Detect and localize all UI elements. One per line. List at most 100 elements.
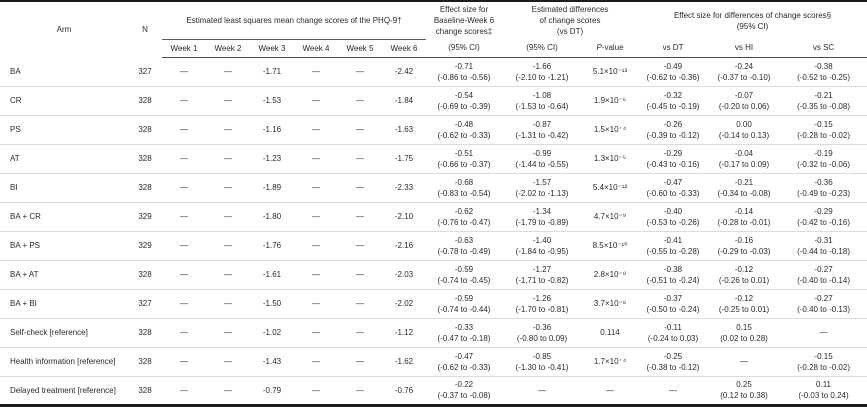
table-header: Arm N Estimated least squares mean chang…	[0, 1, 867, 58]
arm-label: BA + PS	[10, 241, 41, 250]
ci-value: (-0.34 to -0.08)	[717, 188, 771, 198]
cell-week-1: —	[162, 230, 206, 260]
week-value: -1.80	[262, 212, 282, 221]
value-ci-stack: -0.33 (-0.47 to -0.18)	[427, 322, 501, 344]
week-value: —	[180, 328, 188, 337]
week-value: -1.53	[262, 96, 282, 105]
difference-value: -1.40	[532, 235, 552, 245]
effect-value: -0.25	[663, 351, 683, 361]
cell-arm: CR	[0, 85, 128, 115]
p-value-text: 1.3×10⁻⁵	[593, 154, 627, 163]
cell-effect-baseline: -0.51 (-0.66 to -0.37)	[426, 143, 503, 173]
cell-n: 327	[128, 57, 162, 86]
ci-value: (-0.66 to -0.37)	[437, 159, 491, 169]
cell-week-4: —	[294, 230, 338, 260]
cell-arm: Health information [reference]	[0, 346, 128, 376]
cell-vs-dt: -0.26 (-0.39 to -0.12)	[638, 114, 709, 144]
value-ci-stack: -0.16 (-0.29 to -0.03)	[709, 235, 779, 257]
cell-arm: Delayed treatment [reference]	[0, 375, 128, 405]
cell-est-diff: -1.66 (-2.10 to -1.21)	[502, 57, 582, 86]
cell-week-2: —	[206, 57, 250, 86]
value-ci-stack: -0.32 (-0.45 to -0.19)	[639, 90, 707, 112]
cell-vs-hi: —	[708, 346, 781, 376]
ci-value: (0.12 to 0.38)	[720, 391, 768, 400]
week-value: —	[224, 385, 232, 395]
week-value: -2.10	[394, 212, 414, 221]
table-row: Delayed treatment [reference] 328 — — -0…	[0, 375, 867, 405]
value-ci-stack: -0.25 (-0.38 to -0.12)	[639, 351, 707, 373]
cell-week-2: —	[206, 346, 250, 376]
cell-p-value: 4.7×10⁻⁹	[582, 201, 639, 231]
week-value: —	[180, 212, 188, 221]
cell-week-2: —	[206, 172, 250, 202]
ci-value: (-0.51 to -0.24)	[646, 275, 700, 285]
value-ci-stack: -0.36 (-0.49 to -0.23)	[781, 177, 866, 199]
value-ci-stack: -0.24 (-0.37 to -0.10)	[709, 61, 779, 83]
col-header-arm: Arm	[56, 25, 72, 34]
col-group-estimated-differences: Estimated differences of change scores (…	[502, 1, 638, 39]
ci-value: (-2.02 to -1.13)	[515, 188, 569, 198]
week-value: —	[356, 125, 364, 134]
cell-vs-dt: -0.11 (-0.24 to 0.03)	[638, 317, 709, 347]
value-ci-stack: -0.99 (-1.44 to -0.55)	[503, 148, 581, 170]
cell-n: 328	[128, 114, 162, 144]
cell-week-5: —	[338, 85, 382, 115]
table-row: BA + BI 327 — — -1.50 — — -2.02 -0.59 (-…	[0, 288, 867, 318]
effect-value: -0.15	[814, 351, 833, 361]
week-value: —	[312, 328, 320, 337]
effect-value: -0.51	[454, 148, 474, 158]
cell-p-value: 3.7×10⁻⁸	[582, 288, 639, 318]
week-value: —	[180, 357, 188, 366]
cell-n: 328	[128, 85, 162, 115]
cell-effect-baseline: -0.54 (-0.69 to -0.39)	[426, 85, 503, 115]
week-value: -1.23	[262, 154, 282, 163]
cell-effect-baseline: -0.71 (-0.86 to -0.56)	[426, 57, 502, 86]
value-ci-stack: -1.34 (-1.79 to -0.89)	[503, 206, 581, 228]
difference-value: -1.57	[532, 177, 552, 187]
cell-week-6: -2.33	[382, 172, 427, 202]
week-value: -1.76	[262, 241, 282, 250]
cell-week-6: -2.42	[382, 57, 426, 86]
value-ci-stack: -0.38 (-0.52 to -0.25)	[781, 61, 866, 83]
cell-week-4: —	[294, 346, 338, 376]
header-line: (vs DT)	[556, 27, 584, 36]
week-value: —	[180, 299, 188, 308]
cell-week-1: —	[162, 57, 206, 86]
cell-vs-dt: -0.37 (-0.50 to -0.24)	[638, 288, 709, 318]
ci-value: (0.02 to 0.28)	[720, 333, 768, 343]
table-row: Self-check [reference] 328 — — -1.02 — —…	[0, 317, 867, 347]
cell-vs-sc: 0.11 (-0.03 to 0.24)	[780, 375, 867, 405]
cell-week-3: -1.80	[250, 201, 294, 231]
week-value: -1.63	[394, 125, 414, 134]
ci-value: (-0.80 to 0.09)	[516, 333, 568, 343]
value-ci-stack: -0.07 (-0.20 to 0.06)	[709, 90, 779, 112]
value-ci-stack: -0.22 (-0.37 to -0.08)	[427, 379, 501, 401]
arm-label: Health information [reference]	[10, 357, 116, 366]
week-value: —	[224, 357, 232, 366]
cell-n: 328	[128, 172, 162, 202]
value-ci-stack: -0.47 (-0.62 to -0.33)	[427, 351, 501, 373]
cell-p-value: 0.114	[582, 317, 639, 347]
week-value: -2.03	[394, 270, 414, 279]
value-ci-stack: 0.00 (-0.14 to 0.13)	[709, 119, 779, 141]
cell-p-value: 2.8×10⁻⁸	[582, 259, 639, 289]
value-ci-stack: —	[781, 327, 866, 338]
effect-value: 0.11	[816, 380, 832, 389]
week-value: —	[224, 96, 232, 105]
n-value: 327	[138, 66, 152, 76]
ci-value: (-0.62 to -0.36)	[646, 72, 700, 82]
cell-week-2: —	[206, 288, 250, 318]
cell-n: 327	[128, 288, 162, 318]
ci-value: (-1.44 to -0.55)	[515, 159, 569, 169]
arm-label: BI	[10, 183, 18, 192]
effect-value: -0.16	[734, 235, 754, 245]
week-value: —	[224, 299, 232, 308]
effect-value: 0.15	[736, 322, 752, 332]
ci-value: (-0.60 to -0.33)	[646, 188, 700, 198]
cell-vs-dt: -0.29 (-0.43 to -0.16)	[638, 143, 709, 173]
difference-value: -0.36	[532, 322, 552, 332]
value-ci-stack: -0.21 (-0.35 to -0.08)	[781, 90, 866, 112]
cell-week-4: —	[294, 259, 338, 289]
week-value: —	[356, 154, 364, 163]
cell-est-diff: —	[502, 375, 583, 405]
